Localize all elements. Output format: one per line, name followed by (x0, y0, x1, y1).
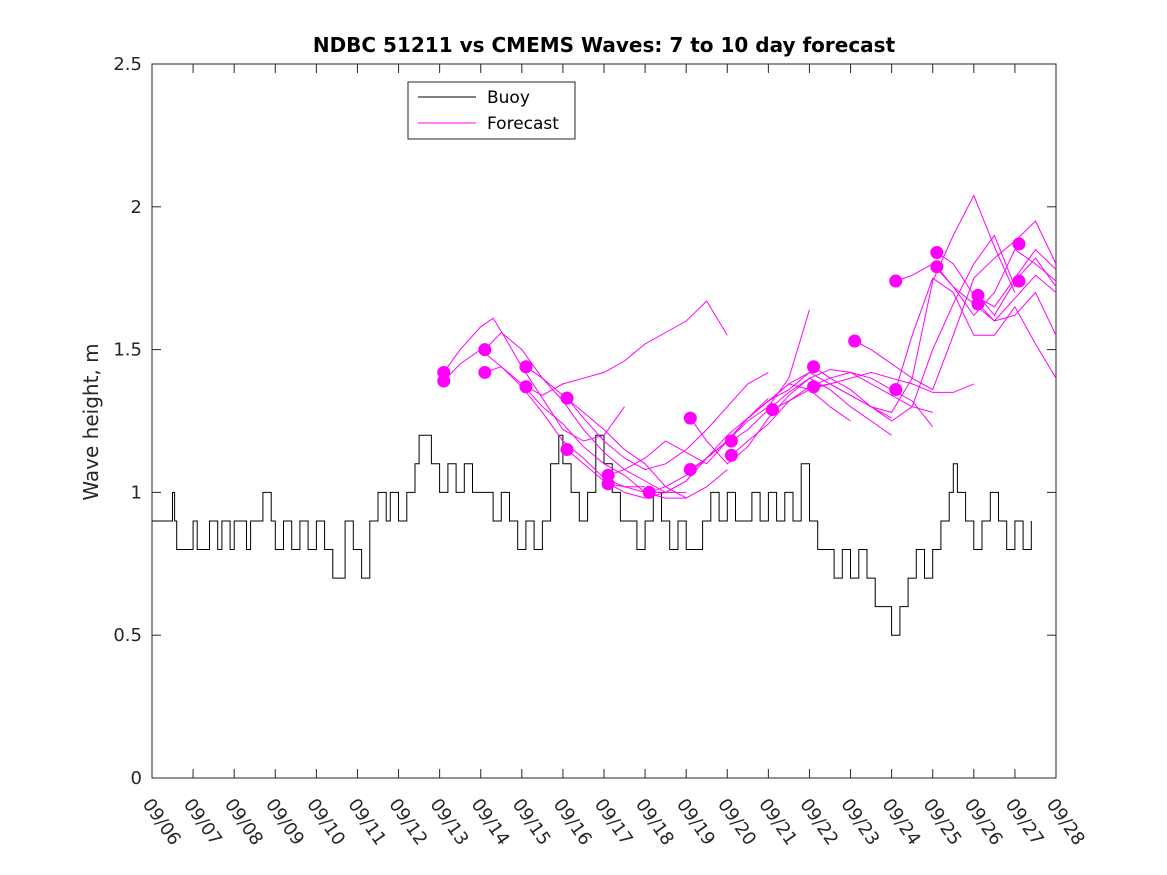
forecast-start-marker (807, 380, 821, 394)
forecast-series-line (525, 300, 728, 396)
legend-box (407, 81, 576, 140)
forecast-series-line (772, 371, 974, 411)
x-tick-label: 09/21 (754, 795, 801, 850)
y-tick-label: 2.5 (113, 54, 142, 75)
forecast-start-marker (478, 343, 492, 357)
x-tick-label: 09/07 (179, 795, 226, 850)
forecast-start-marker (848, 334, 862, 348)
x-tick-label: 09/20 (713, 795, 760, 850)
x-tick-label: 09/16 (549, 795, 596, 850)
forecast-series-line (813, 234, 1016, 422)
forecast-start-marker (560, 391, 574, 405)
forecast-start-marker (930, 260, 944, 274)
forecast-start-marker (601, 477, 615, 491)
x-tick-label: 09/25 (919, 795, 966, 850)
x-tick-label: 09/26 (960, 795, 1007, 850)
x-tick-label: 09/19 (672, 795, 719, 850)
forecast-start-marker (889, 274, 903, 288)
x-tick-label: 09/17 (590, 795, 637, 850)
forecast-start-marker (971, 297, 985, 311)
axes-box (151, 63, 1057, 779)
x-tick-label: 09/18 (631, 795, 678, 850)
forecast-start-marker (478, 365, 492, 379)
forecast-start-marker (765, 403, 779, 417)
x-tick-label: 09/12 (384, 795, 431, 850)
x-tick-label: 09/23 (836, 795, 883, 850)
forecast-start-marker (1012, 274, 1026, 288)
forecast-start-marker (642, 485, 656, 499)
forecast-series-line (854, 220, 1057, 391)
x-tick-label: 09/13 (426, 795, 473, 850)
forecast-start-marker (889, 383, 903, 397)
x-tick-label: 09/09 (261, 795, 308, 850)
y-tick-label: 1 (131, 482, 142, 503)
buoy-series-line (152, 434, 1032, 636)
x-tick-label: 09/15 (508, 795, 555, 850)
forecast-series-line (525, 366, 728, 499)
legend: Buoy Forecast (407, 81, 576, 140)
forecast-series-line (977, 274, 1057, 322)
forecast-start-marker (560, 443, 574, 457)
x-tick-label: 09/22 (795, 795, 842, 850)
forecast-start-marker (519, 380, 533, 394)
forecast-start-marker (519, 360, 533, 374)
forecast-series-line (731, 369, 933, 442)
forecast-start-marker (807, 360, 821, 374)
legend-label-buoy: Buoy (487, 88, 530, 108)
forecast-start-marker (930, 245, 944, 259)
forecast-series-line (689, 377, 892, 465)
forecast-start-marker (683, 411, 697, 425)
x-tick-label: 09/14 (467, 795, 514, 850)
y-tick-label: 0 (131, 768, 142, 789)
y-tick-label: 0.5 (113, 625, 142, 646)
y-tick-label: 1.5 (113, 340, 142, 361)
x-tick-label: 09/24 (878, 795, 925, 850)
forecast-start-marker (1012, 237, 1026, 251)
y-axis-label: Wave height, m (79, 343, 103, 500)
y-tick-label: 2 (131, 197, 142, 218)
forecast-series-line (936, 248, 1057, 308)
x-tick-label: 09/27 (1001, 795, 1048, 850)
plot-area: 00.511.522.509/0609/0709/0809/0909/1009/… (113, 54, 1089, 849)
forecast-start-marker (724, 434, 738, 448)
forecast-start-marker (683, 463, 697, 477)
x-tick-label: 09/28 (1042, 795, 1089, 850)
x-tick-label: 09/11 (343, 795, 390, 850)
x-tick-label: 09/06 (138, 795, 185, 850)
x-tick-label: 09/10 (302, 795, 349, 850)
forecast-series-line (566, 371, 769, 471)
forecast-series-line (484, 331, 687, 493)
forecast-start-marker (437, 374, 451, 388)
forecast-series-line (895, 277, 1057, 390)
chart-title: NDBC 51211 vs CMEMS Waves: 7 to 10 day f… (313, 33, 896, 57)
legend-label-forecast: Forecast (487, 114, 559, 134)
x-tick-label: 09/08 (220, 795, 267, 850)
forecast-start-marker (724, 448, 738, 462)
